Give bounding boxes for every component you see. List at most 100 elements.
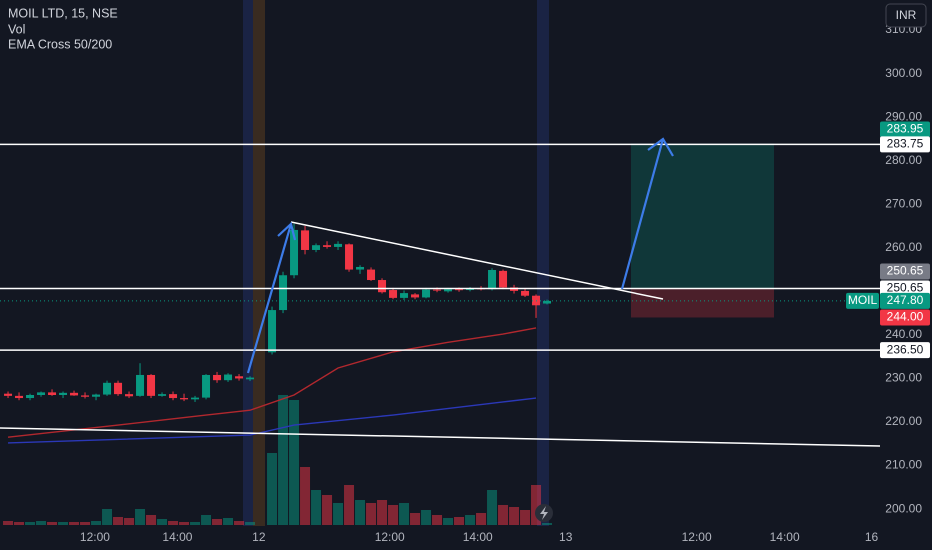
candle-body <box>455 289 464 291</box>
volume-bar <box>509 507 520 525</box>
candle-body <box>235 376 244 379</box>
candle-body <box>103 382 112 395</box>
candle-body <box>312 245 321 250</box>
x-tick-label: 14:00 <box>463 530 493 544</box>
volume-bar <box>168 521 179 525</box>
volume-bar <box>531 485 542 525</box>
price-badge <box>846 292 879 309</box>
arrow-shaft <box>620 138 665 290</box>
volume-bar <box>377 500 388 525</box>
candle-body <box>301 230 310 250</box>
legend-item: Vol <box>8 22 25 36</box>
trend-line <box>0 427 881 447</box>
session-band <box>537 0 549 526</box>
price-badge <box>880 309 930 326</box>
candle-body <box>378 280 387 293</box>
volume-bar <box>179 522 190 525</box>
candle-body <box>15 395 24 399</box>
volume-bar <box>124 518 135 525</box>
candle-body <box>92 394 101 397</box>
arrow <box>246 137 674 374</box>
volume-bar <box>157 519 168 525</box>
volume-bar <box>333 503 344 525</box>
price-badge-label: 283.75 <box>887 137 924 151</box>
candle-body <box>389 290 398 298</box>
x-tick-label: 12:00 <box>80 530 110 544</box>
y-tick-label: 200.00 <box>885 501 922 515</box>
volume-bar <box>146 515 157 525</box>
ema-line <box>8 397 537 444</box>
price-axis: 200.00 210.00 220.00 230.00 240.00 260.00 270.… <box>846 22 930 515</box>
candle-body <box>521 290 530 296</box>
arrow-shaft <box>246 223 293 374</box>
volume-bar <box>234 521 245 525</box>
arrow-head <box>277 221 297 241</box>
volume-bar <box>366 503 377 525</box>
legend-item: EMA Cross 50/200 <box>8 37 112 51</box>
price-badge <box>880 263 930 280</box>
volume-bar <box>69 522 80 525</box>
candle-body <box>334 243 343 247</box>
y-tick-label: 230.00 <box>885 371 922 385</box>
candle-body <box>400 293 409 298</box>
candle-body <box>114 382 123 395</box>
candle-body <box>488 270 497 290</box>
volume-bar <box>487 490 498 525</box>
candle-body <box>180 398 189 400</box>
x-tick-label: 13 <box>559 530 573 544</box>
candle-body <box>279 275 288 311</box>
candle-body <box>70 392 79 396</box>
candle-body <box>48 392 57 395</box>
price-badge <box>880 292 930 309</box>
price-badge-label: 250.65 <box>887 264 924 278</box>
volume-bar <box>3 521 14 525</box>
volume-bar <box>542 523 553 525</box>
volume-bar <box>14 522 25 525</box>
volume-bar <box>212 519 223 525</box>
candle-body <box>125 394 134 397</box>
candle-body <box>367 269 376 281</box>
candle-body <box>158 394 167 396</box>
volume-bar <box>245 522 256 525</box>
volume-bar <box>410 513 421 525</box>
volume-bar <box>267 453 278 525</box>
volume-bar <box>91 521 102 525</box>
x-tick-label: 12 <box>252 530 266 544</box>
y-tick-label: 280.00 <box>885 153 922 167</box>
candle-body <box>26 394 35 399</box>
session-band <box>243 0 253 526</box>
candle-body <box>191 397 200 400</box>
volume-bar <box>135 509 146 525</box>
price-badge-label: 247.80 <box>887 293 924 307</box>
x-tick-label: 12:00 <box>375 530 405 544</box>
volume-bar <box>201 515 212 525</box>
candle-body <box>59 392 68 395</box>
x-tick-label: 14:00 <box>162 530 192 544</box>
candle-body <box>213 374 222 381</box>
candle-body <box>169 394 178 399</box>
candle-body <box>268 310 277 353</box>
volume-bar <box>80 522 91 525</box>
candle-body <box>81 395 90 397</box>
volume-bar <box>289 400 300 525</box>
position-loss <box>631 288 774 318</box>
volume-bar <box>399 503 410 525</box>
candle-body <box>37 392 46 395</box>
trend-line <box>290 221 664 300</box>
volume-bar <box>355 500 366 525</box>
currency-button[interactable] <box>885 3 927 28</box>
candle-body <box>444 289 453 292</box>
price-badge-label: 236.50 <box>887 342 924 356</box>
volume-bar <box>223 518 234 525</box>
position-profit <box>631 143 774 289</box>
candle-body <box>411 294 420 298</box>
volume-bar <box>113 517 124 525</box>
volume-bar <box>432 515 443 525</box>
price-badge-label: 250.65 <box>887 281 924 295</box>
candle-body <box>136 374 145 396</box>
volume-bar <box>278 395 289 525</box>
volume-bar <box>300 467 311 525</box>
x-tick-label: 14:00 <box>770 530 800 544</box>
lightning-icon <box>540 506 548 520</box>
